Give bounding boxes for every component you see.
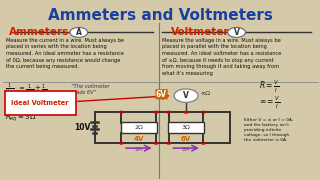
Text: Measure the voltage in a wire. Must always be
placed in parallel with the locati: Measure the voltage in a wire. Must alwa… (162, 38, 282, 76)
FancyBboxPatch shape (168, 122, 204, 133)
Circle shape (154, 111, 158, 113)
Circle shape (154, 142, 158, 144)
FancyBboxPatch shape (4, 91, 76, 115)
Text: 4V: 4V (133, 136, 144, 142)
Circle shape (70, 27, 88, 37)
Text: Ideal Voltmeter: Ideal Voltmeter (12, 100, 69, 106)
Text: 6V: 6V (156, 90, 167, 99)
Text: Ammeters and Voltmeters: Ammeters and Voltmeters (48, 8, 273, 23)
Text: Voltmeters: Voltmeters (171, 27, 236, 37)
Text: 2A: 2A (135, 147, 143, 152)
Circle shape (166, 111, 171, 113)
Text: $\infty = \frac{V}{I}$: $\infty = \frac{V}{I}$ (259, 95, 281, 111)
Text: $R = \frac{V}{I}$: $R = \frac{V}{I}$ (260, 78, 280, 94)
Circle shape (228, 27, 245, 37)
Text: ∞Ω: ∞Ω (201, 91, 211, 96)
Text: Ammeters: Ammeters (9, 27, 69, 37)
Text: 10V: 10V (74, 123, 91, 132)
Text: 2Ω: 2Ω (134, 125, 143, 130)
Text: $\frac{1}{R_{eq}}$: $\frac{1}{R_{eq}}$ (4, 82, 14, 98)
Text: V: V (183, 91, 189, 100)
Circle shape (184, 111, 188, 113)
Circle shape (119, 111, 124, 113)
Circle shape (201, 142, 206, 144)
Text: $= \frac{1}{3\Omega} + \frac{1}{\infty}$: $= \frac{1}{3\Omega} + \frac{1}{\infty}$ (17, 83, 48, 97)
Text: A: A (76, 28, 82, 37)
Text: 3Ω: 3Ω (182, 125, 190, 130)
Text: “The voltmeter
reads 6V”: “The voltmeter reads 6V” (71, 84, 109, 95)
Text: Either V = ∞ or I = 0A,
and the battery isn’t
providing infinite
voltage, so I t: Either V = ∞ or I = 0A, and the battery … (244, 118, 294, 142)
Circle shape (119, 142, 124, 144)
Text: $\frac{1}{R_{eq}}$: $\frac{1}{R_{eq}}$ (4, 97, 14, 113)
Text: $R_{eq} = 3\Omega$: $R_{eq} = 3\Omega$ (4, 113, 36, 124)
Text: V: V (234, 28, 239, 37)
FancyBboxPatch shape (121, 122, 157, 133)
Circle shape (174, 89, 198, 102)
Text: Measure the current in a wire. Must always be
placed in series with the location: Measure the current in a wire. Must alwa… (6, 38, 124, 69)
Text: 2A: 2A (182, 147, 190, 152)
Circle shape (201, 111, 206, 113)
Text: 6V: 6V (181, 136, 191, 142)
Circle shape (166, 142, 171, 144)
Text: $= \frac{1}{3\Omega} + 0$: $= \frac{1}{3\Omega} + 0$ (17, 98, 48, 112)
